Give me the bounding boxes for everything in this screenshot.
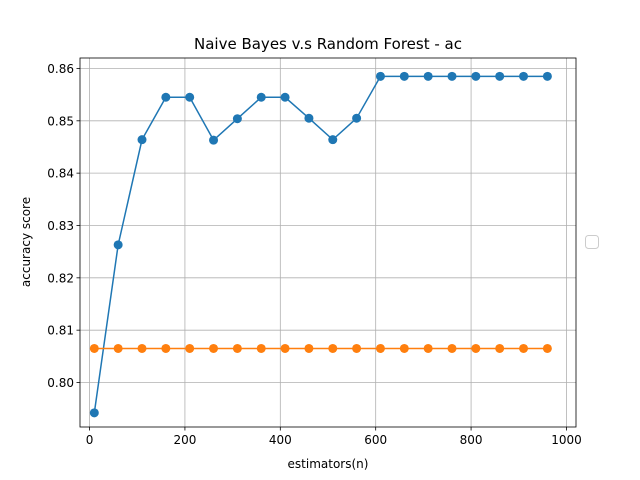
- series-2-point: [232, 343, 242, 353]
- series-2-point: [256, 343, 266, 353]
- chart-title: Naive Bayes v.s Random Forest - ac: [194, 35, 462, 53]
- series-1-point: [256, 92, 266, 102]
- series-1-point: [137, 135, 147, 145]
- series-1-point: [161, 92, 171, 102]
- series-2-point: [399, 343, 409, 353]
- x-tick-label: 800: [460, 433, 483, 447]
- series-layer: [89, 71, 552, 418]
- series-1-point: [447, 71, 457, 81]
- x-tick-label: 1000: [551, 433, 582, 447]
- y-tick-label: 0.86: [47, 62, 74, 76]
- series-2-point: [423, 343, 433, 353]
- series-1-point: [209, 135, 219, 145]
- series-2-point: [209, 343, 219, 353]
- series-2-point: [352, 343, 362, 353]
- y-tick-label: 0.83: [47, 219, 74, 233]
- series-1-point: [185, 92, 195, 102]
- series-2-point: [328, 343, 338, 353]
- series-1-point: [542, 71, 552, 81]
- grid: [80, 58, 576, 427]
- series-1-point: [280, 92, 290, 102]
- series-2-point: [447, 343, 457, 353]
- series-1-point: [328, 135, 338, 145]
- axes-frame: [79, 57, 577, 428]
- series-1-point: [519, 71, 529, 81]
- y-axis-label: accuracy score: [19, 197, 33, 287]
- series-1-point: [113, 240, 123, 250]
- series-1-point: [471, 71, 481, 81]
- series-2-point: [542, 343, 552, 353]
- x-tick-label: 0: [86, 433, 94, 447]
- series-2-point: [113, 343, 123, 353]
- series-2-point: [495, 343, 505, 353]
- series-1-point: [399, 71, 409, 81]
- y-tick-label: 0.84: [47, 167, 74, 181]
- series-1-point: [352, 113, 362, 123]
- x-axis-label: estimators(n): [288, 457, 369, 471]
- series-2-point: [304, 343, 314, 353]
- x-tick-label: 200: [173, 433, 196, 447]
- series-1-point: [304, 113, 314, 123]
- series-2-point: [137, 343, 147, 353]
- series-1-point: [423, 71, 433, 81]
- legend-box: [585, 235, 599, 249]
- y-tick-label: 0.85: [47, 114, 74, 128]
- x-tick-label: 600: [364, 433, 387, 447]
- series-2-point: [280, 343, 290, 353]
- x-tick-label: 400: [269, 433, 292, 447]
- series-2-point: [185, 343, 195, 353]
- series-2-point: [89, 343, 99, 353]
- series-2-point: [375, 343, 385, 353]
- y-tick-label: 0.82: [47, 271, 74, 285]
- series-1-point: [495, 71, 505, 81]
- series-2-point: [519, 343, 529, 353]
- series-1-point: [232, 114, 242, 124]
- ticks: 0 200 400 600 800 1000 0.80 0.81 0.82 0.83 0.84 0.8…: [47, 62, 581, 447]
- series-2-point: [161, 343, 171, 353]
- series-1-point: [89, 408, 99, 418]
- y-tick-label: 0.81: [47, 324, 74, 338]
- series-2-point: [471, 343, 481, 353]
- series-1-point: [375, 71, 385, 81]
- y-tick-label: 0.80: [47, 376, 74, 390]
